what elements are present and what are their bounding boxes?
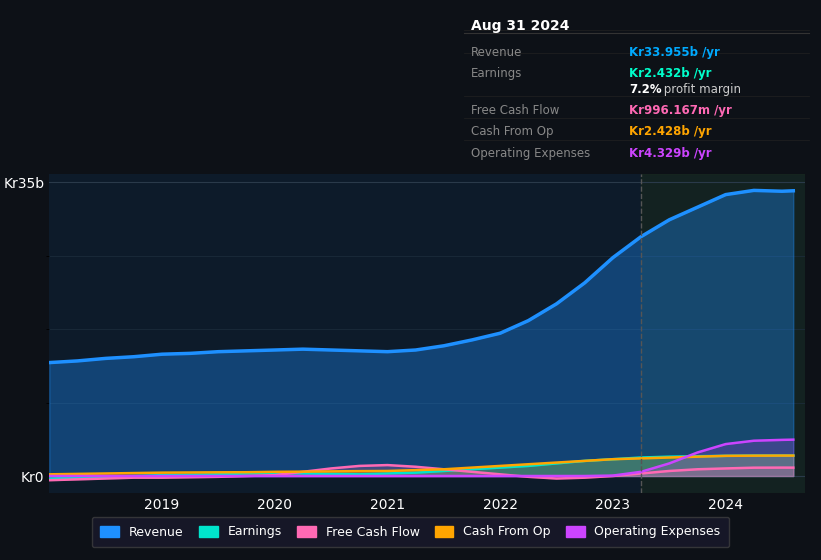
Text: Kr2.428b /yr: Kr2.428b /yr [630, 124, 712, 138]
Text: Kr2.432b /yr: Kr2.432b /yr [630, 67, 712, 80]
Text: Kr33.955b /yr: Kr33.955b /yr [630, 46, 720, 59]
Text: Operating Expenses: Operating Expenses [470, 147, 590, 160]
Text: Aug 31 2024: Aug 31 2024 [470, 19, 569, 33]
Text: Earnings: Earnings [470, 67, 522, 80]
Bar [641, 174, 805, 493]
Text: profit margin: profit margin [660, 83, 741, 96]
Text: 7.2%: 7.2% [630, 83, 662, 96]
Legend: Revenue, Earnings, Free Cash Flow, Cash From Op, Operating Expenses: Revenue, Earnings, Free Cash Flow, Cash … [92, 517, 729, 547]
Text: Free Cash Flow: Free Cash Flow [470, 104, 559, 117]
Text: Kr4.329b /yr: Kr4.329b /yr [630, 147, 712, 160]
Text: Kr996.167m /yr: Kr996.167m /yr [630, 104, 732, 117]
Text: Revenue: Revenue [470, 46, 522, 59]
Text: Cash From Op: Cash From Op [470, 124, 553, 138]
